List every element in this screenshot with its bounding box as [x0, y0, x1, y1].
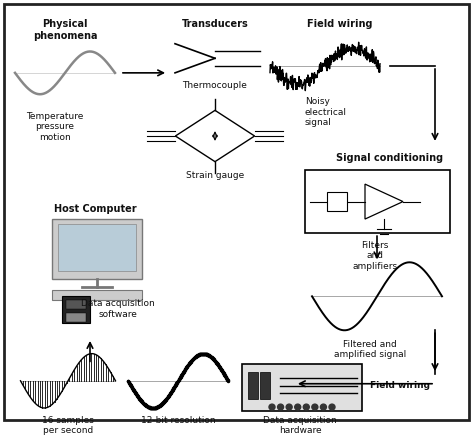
Bar: [242, 364, 362, 411]
Text: Temperature
pressure
motion: Temperature pressure motion: [27, 112, 84, 142]
Bar: [66, 313, 86, 322]
Bar: [62, 296, 90, 323]
Circle shape: [312, 404, 318, 410]
Text: Filtered and
amplified signal: Filtered and amplified signal: [334, 340, 406, 359]
Bar: [66, 300, 86, 309]
Text: Filters
and
amplifiers: Filters and amplifiers: [353, 241, 398, 271]
Text: Data acquisition
software: Data acquisition software: [81, 299, 155, 319]
Circle shape: [303, 404, 310, 410]
Text: Noisy
electrical
signal: Noisy electrical signal: [305, 97, 347, 127]
Bar: [52, 218, 142, 279]
Bar: [327, 192, 347, 212]
Text: Transducers: Transducers: [182, 19, 248, 29]
Circle shape: [295, 404, 301, 410]
Bar: [248, 372, 258, 399]
Text: Physical
phenomena: Physical phenomena: [33, 19, 97, 41]
Bar: [58, 225, 136, 271]
Text: Host Computer: Host Computer: [54, 204, 137, 214]
Circle shape: [329, 404, 335, 410]
Text: Signal conditioning: Signal conditioning: [337, 153, 444, 163]
Bar: [52, 291, 142, 300]
Text: Data acquisition
hardware: Data acquisition hardware: [263, 416, 337, 435]
Text: Thermocouple: Thermocouple: [182, 81, 247, 90]
Circle shape: [320, 404, 327, 410]
Text: 12-bit resolution: 12-bit resolution: [141, 416, 215, 425]
Bar: [260, 372, 270, 399]
Text: Field wiring: Field wiring: [307, 19, 373, 29]
Text: 16 samples
per second: 16 samples per second: [42, 416, 94, 435]
Text: Field wiring: Field wiring: [370, 381, 430, 390]
Circle shape: [269, 404, 275, 410]
Circle shape: [286, 404, 292, 410]
Text: Strain gauge: Strain gauge: [186, 171, 244, 180]
Bar: [305, 170, 450, 233]
Circle shape: [278, 404, 283, 410]
